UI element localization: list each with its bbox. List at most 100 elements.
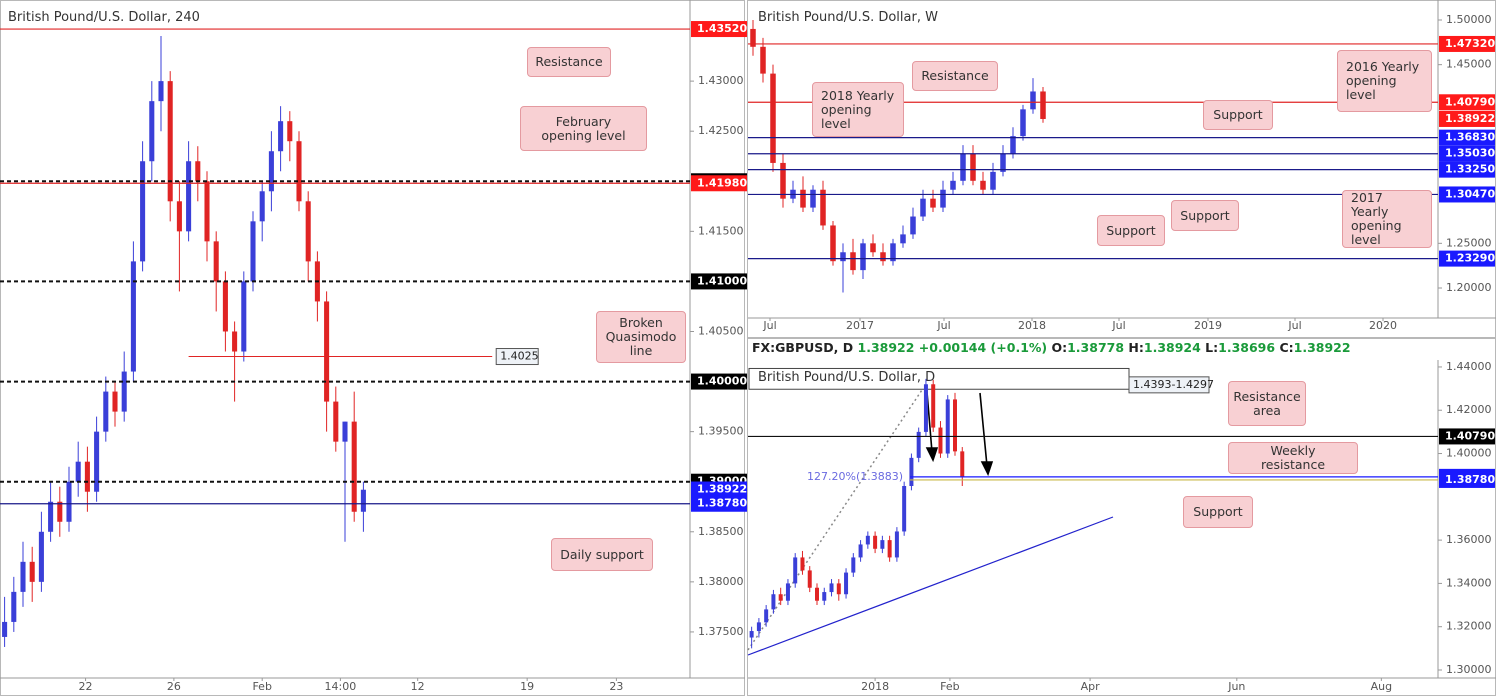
trend-line	[747, 516, 1114, 656]
candle-body	[342, 421, 348, 442]
y-tick-label: 1.42000	[1446, 403, 1492, 416]
candle-body	[960, 451, 965, 477]
x-tick-label: 2018	[1018, 319, 1046, 332]
candle-body	[2, 621, 8, 637]
callout: Support	[1171, 200, 1239, 231]
candle-body	[793, 557, 798, 584]
candle-body	[140, 161, 146, 262]
x-tick-label: Apr	[1081, 680, 1101, 693]
candle-body	[749, 631, 754, 638]
callout: Resistance area	[1228, 381, 1306, 426]
candle-body	[760, 46, 766, 74]
x-tick-label: 26	[167, 680, 181, 693]
candle-body	[887, 540, 892, 558]
candle-body	[750, 28, 756, 47]
chart-title: British Pound/U.S. Dollar, D	[758, 370, 936, 385]
level-tag-bg	[1439, 161, 1495, 178]
level-tag: 1.35030	[1445, 147, 1495, 160]
candle-body	[870, 243, 876, 253]
candle-body	[771, 594, 776, 610]
y-tick-label: 1.42500	[698, 124, 744, 137]
candle-body	[873, 535, 878, 549]
candle-body	[810, 189, 816, 208]
candle-body	[815, 587, 819, 601]
x-tick-label: Aug	[1371, 680, 1392, 693]
ohlc-key: C:	[1279, 340, 1294, 355]
candle-body	[222, 281, 228, 332]
y-tick-label: 1.44000	[1446, 360, 1492, 373]
level-tag-bg	[691, 495, 747, 512]
y-tick-label: 1.37500	[698, 625, 744, 638]
ohlc-key: O:	[1051, 340, 1068, 355]
zone-tag: 1.4393-1.4297	[1133, 378, 1214, 391]
candle-body	[938, 427, 943, 454]
candle-body	[287, 121, 293, 142]
candle-body	[20, 561, 26, 592]
level-tag: 1.43520	[697, 22, 747, 35]
candle-body	[940, 189, 946, 208]
ohlc-value: 1.38922	[1293, 340, 1351, 355]
callout: Resistance	[912, 61, 998, 91]
candle-body	[894, 531, 899, 558]
candle-body	[836, 583, 841, 595]
candle-body	[880, 252, 886, 262]
candle-body	[900, 234, 906, 244]
candle-body	[807, 570, 812, 588]
candle-body	[324, 301, 330, 402]
candle-body	[960, 153, 966, 181]
x-tick-label: 19	[520, 680, 534, 693]
candle-body	[94, 431, 100, 492]
y-tick-label: 1.30000	[1446, 663, 1492, 676]
arrows	[925, 379, 994, 477]
candle-body	[29, 561, 35, 582]
ohlc-key: H:	[1128, 340, 1144, 355]
candle-body	[296, 141, 302, 202]
y-tick-label: 1.20000	[1446, 281, 1492, 294]
candle-body	[778, 594, 783, 601]
y-tick-label: 1.40500	[698, 324, 744, 337]
x-tick-label: 2019	[1194, 319, 1222, 332]
candle-body	[800, 557, 805, 571]
callout: Broken Quasimodo line	[596, 311, 686, 363]
level-tag-bg	[1439, 94, 1495, 111]
level-tag: 1.40790	[1445, 429, 1495, 442]
level-tag-bg	[691, 175, 747, 192]
candle-body	[1020, 109, 1026, 137]
ohlc-key: L:	[1205, 340, 1219, 355]
level-tag: 1.38780	[697, 497, 747, 510]
candle-body	[953, 399, 957, 452]
candle-body	[186, 161, 192, 232]
candle-body	[860, 243, 866, 271]
y-tick-label: 1.36000	[1446, 533, 1492, 546]
candle-body	[909, 457, 914, 487]
y-tick-label: 1.50000	[1446, 13, 1492, 26]
candle-body	[11, 591, 17, 622]
x-tick-label: 23	[609, 680, 623, 693]
x-tick-label: 22	[79, 680, 93, 693]
candle-body	[278, 121, 284, 152]
x-tick-label: Jul	[1111, 319, 1125, 332]
x-tick-label: Jul	[762, 319, 776, 332]
ohlc-value: 1.38924	[1143, 340, 1201, 355]
price-tag-bg	[495, 348, 539, 366]
candle-body	[851, 557, 856, 573]
level-tag: 1.41980	[697, 176, 747, 189]
y-tick-label: 1.34000	[1446, 576, 1492, 589]
candle-body	[84, 461, 90, 492]
candle-body	[923, 384, 928, 432]
chart-title: British Pound/U.S. Dollar, W	[758, 10, 938, 25]
level-tag-bg	[1439, 145, 1495, 162]
callout: February opening level	[520, 106, 647, 151]
symbol-header: FX:GBPUSD, D 1.38922 +0.00144 (+0.1%) O:…	[752, 340, 1351, 355]
level-tag-bg	[1439, 35, 1495, 52]
level-tag-bg	[1439, 110, 1495, 127]
x-tick-label: Jul	[1287, 319, 1301, 332]
candle-body	[880, 540, 885, 549]
callout: Resistance	[527, 47, 611, 77]
change: +0.00144 (+0.1%)	[918, 340, 1048, 355]
y-tick-label: 1.40000	[1446, 447, 1492, 460]
level-tag-bg	[691, 481, 747, 498]
candle-body	[1040, 91, 1046, 119]
